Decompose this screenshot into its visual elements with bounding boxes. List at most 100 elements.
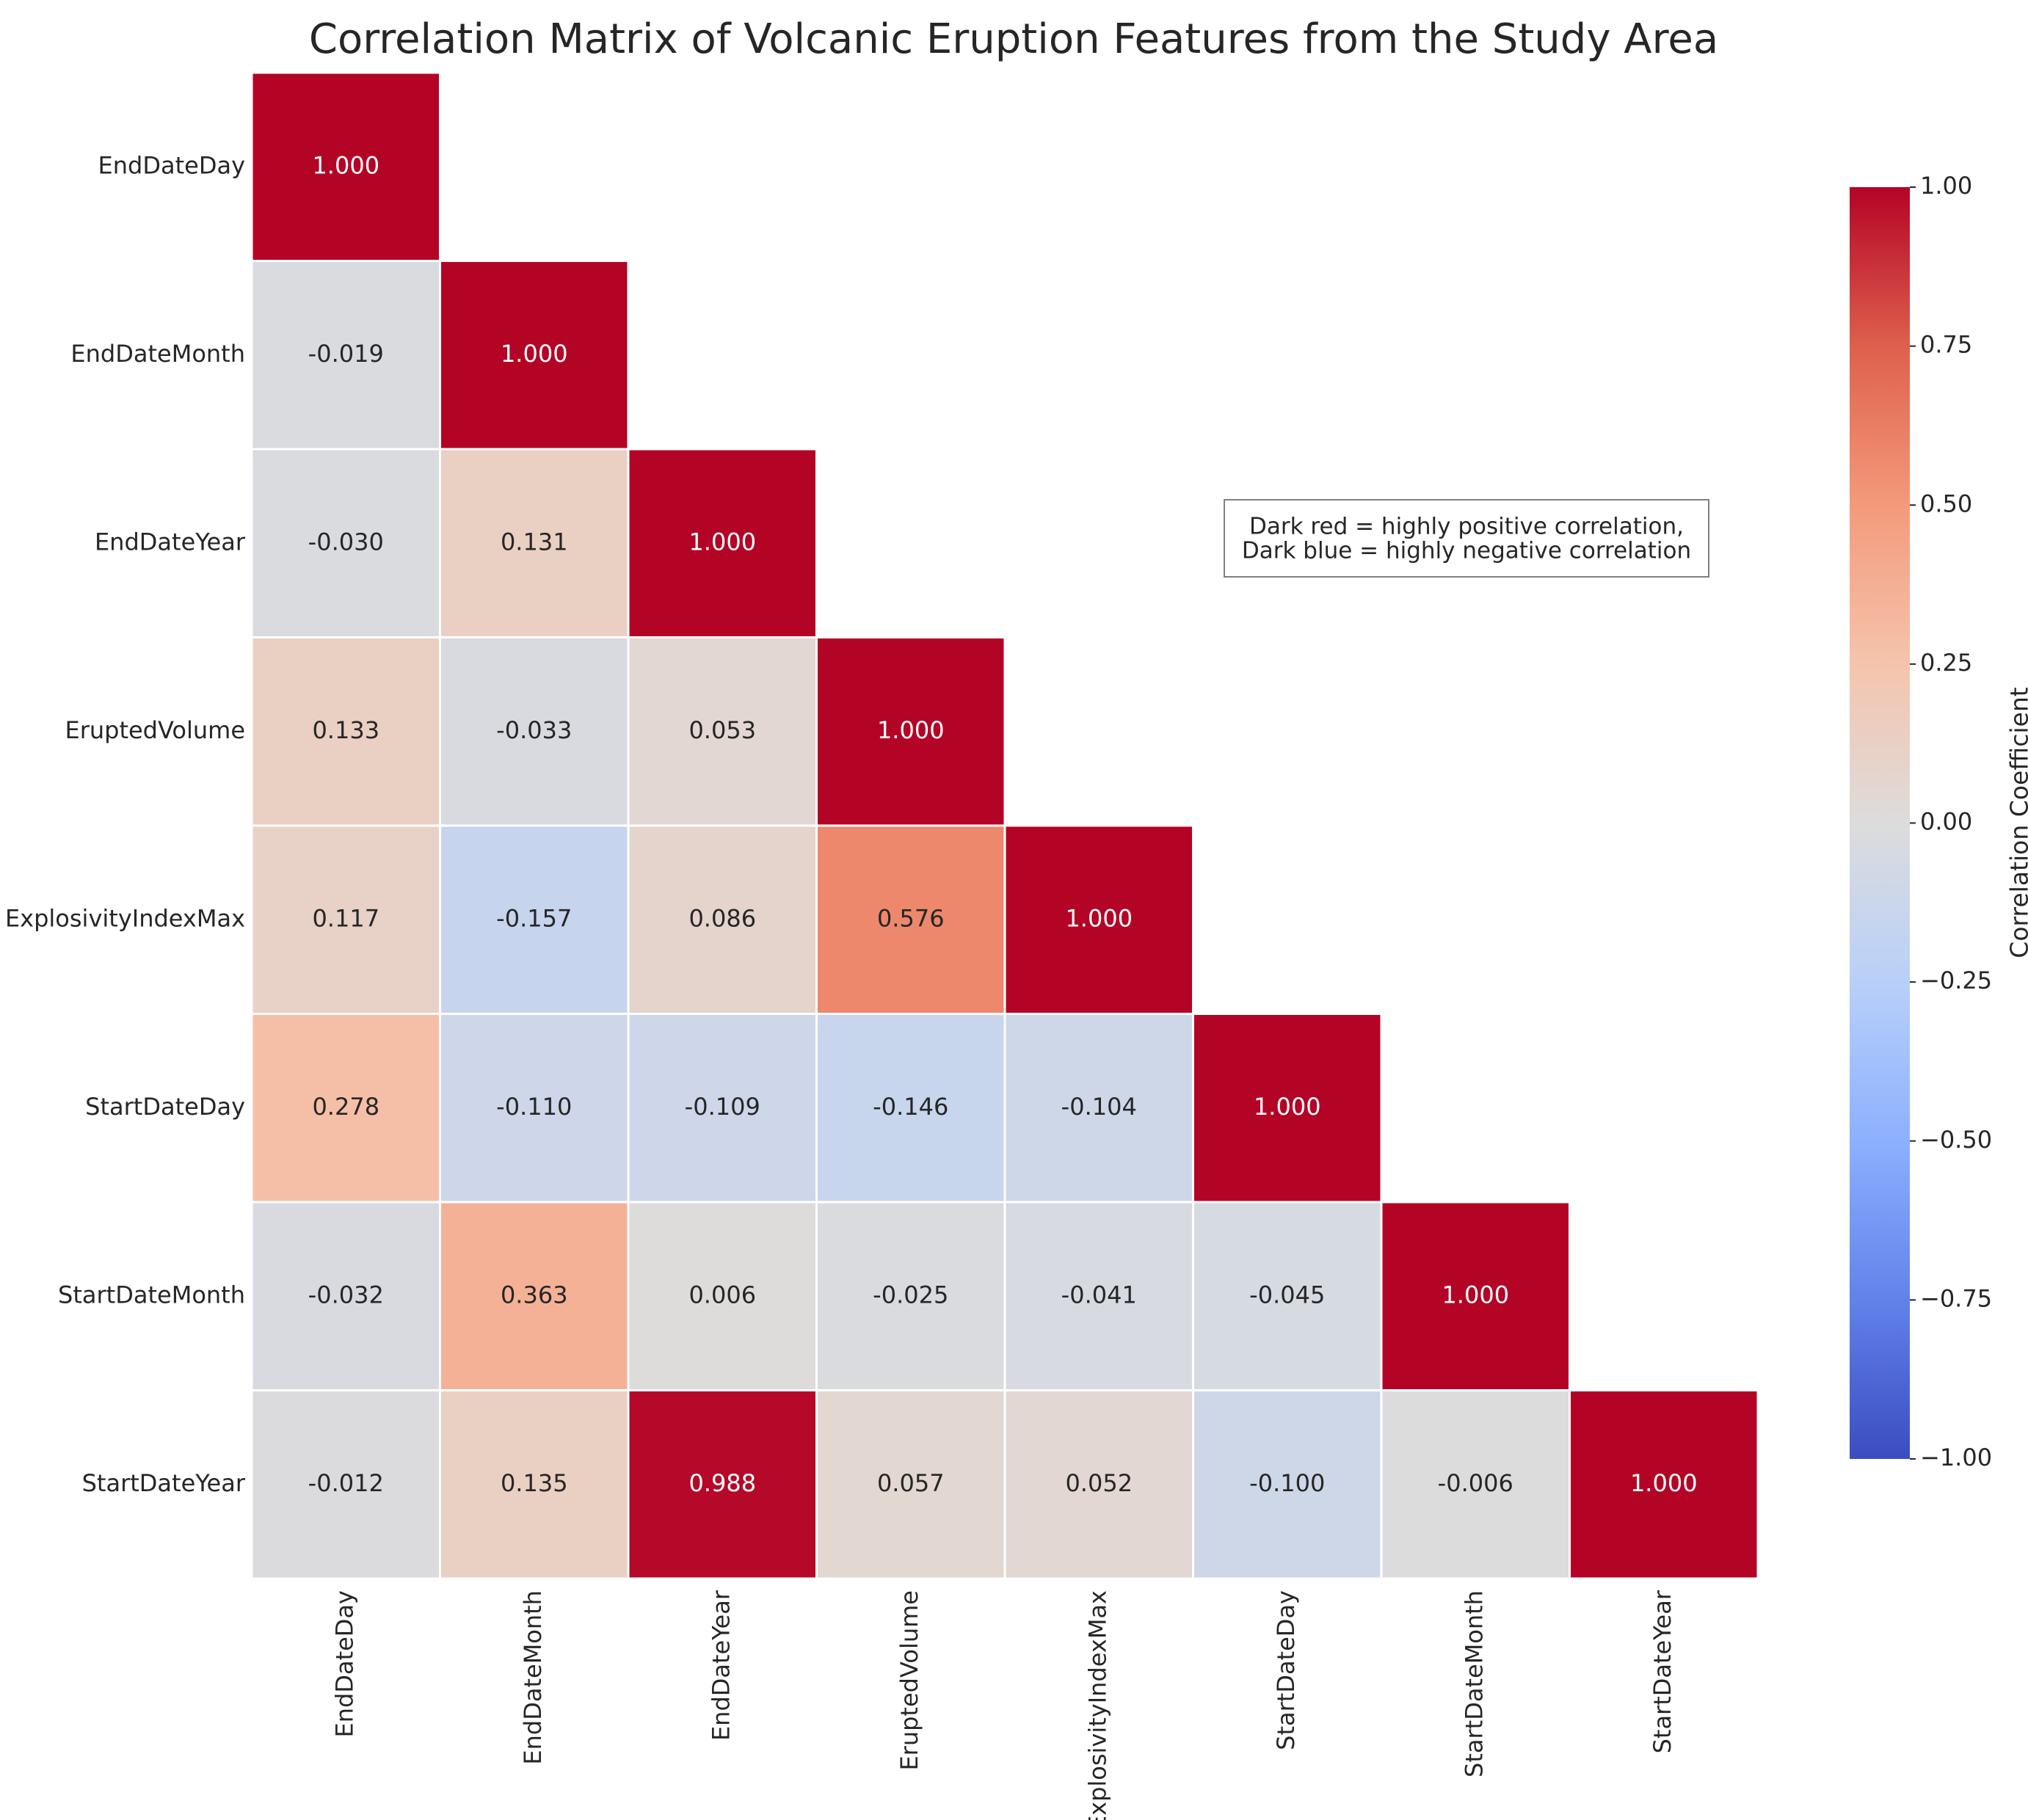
heatmap-cell-value: 0.086 [688, 904, 756, 932]
heatmap-cell-rect [439, 636, 630, 827]
heatmap-cell: 1.000 [1003, 824, 1194, 1015]
heatmap-cell: 0.576 [815, 824, 1006, 1015]
chart-title: Correlation Matrix of Volcanic Eruption … [309, 15, 1718, 63]
heatmap-cell: 0.131 [439, 448, 630, 638]
heatmap-cell-rect [1380, 1389, 1571, 1580]
heatmap-cell-rect [250, 71, 441, 262]
colorbar-tick-label: −1.00 [1920, 1444, 1992, 1471]
heatmap-cell: -0.012 [250, 1389, 441, 1580]
heatmap-cell-value: 1.000 [501, 340, 568, 368]
y-tick-label: StartDateMonth [58, 1281, 245, 1308]
heatmap-cell: -0.025 [815, 1201, 1006, 1391]
heatmap-cell: 0.053 [627, 636, 818, 827]
heatmap-cell: -0.104 [1003, 1013, 1194, 1204]
annotation-line-2: Dark blue = highly negative correlation [1242, 538, 1691, 564]
heatmap-cell-value: 0.117 [312, 904, 379, 932]
heatmap-cell-value: -0.006 [1438, 1469, 1513, 1497]
heatmap-cell: 1.000 [250, 71, 441, 262]
heatmap-cell-rect [627, 824, 818, 1015]
x-tick-label: ExplosivityIndexMax [1083, 1590, 1111, 1820]
colorbar-tick-label: 0.75 [1920, 331, 1972, 359]
heatmap-cell-value: -0.041 [1061, 1281, 1137, 1308]
heatmap-cell: 1.000 [815, 636, 1006, 827]
heatmap-cell-rect [439, 448, 630, 638]
heatmap-cell-rect [815, 824, 1006, 1015]
heatmap-cell-value: 0.135 [501, 1469, 568, 1497]
colorbar-ticks: 1.00 0.75 0.50 0.25 0.00 −0.25 −0.50 −0.75 −1.00 [1910, 172, 1992, 1471]
heatmap-cell: 0.057 [815, 1389, 1006, 1580]
x-tick-label: EndDateYear [707, 1590, 735, 1741]
heatmap-cell: 0.988 [627, 1389, 818, 1580]
heatmap-cell-value: 1.000 [1630, 1469, 1698, 1497]
heatmap-cell: 0.006 [627, 1201, 818, 1391]
heatmap-cell-value: 1.000 [1065, 904, 1133, 932]
heatmap-cell: -0.006 [1380, 1389, 1571, 1580]
heatmap-cell: -0.100 [1192, 1389, 1383, 1580]
colorbar-tick-label: 0.00 [1920, 808, 1972, 836]
colorbar-tick-label: 1.00 [1920, 172, 1972, 200]
y-axis-tick-labels: EndDateDay EndDateMonth EndDateYear Erupted… [5, 151, 246, 1497]
heatmap-cell-value: 0.278 [312, 1093, 379, 1121]
colorbar: 1.00 0.75 0.50 0.25 0.00 −0.25 −0.50 −0.75 −1.00… [1850, 172, 2028, 1471]
x-tick-label: StartDateDay [1272, 1590, 1300, 1750]
heatmap-cell: -0.157 [439, 824, 630, 1015]
colorbar-tick-label: 0.25 [1920, 649, 1972, 677]
heatmap-cell: 1.000 [1192, 1013, 1383, 1204]
y-tick-label: StartDateDay [85, 1093, 245, 1121]
y-tick-label: ExplosivityIndexMax [5, 904, 245, 932]
heatmap-cell-rect [1192, 1389, 1383, 1580]
heatmap-cell-value: -0.033 [496, 716, 572, 744]
heatmap-cell: 0.133 [250, 636, 441, 827]
heatmap-cell-value: 0.053 [688, 716, 756, 744]
heatmap-cell-rect [1569, 1389, 1759, 1580]
heatmap-cell-rect [815, 1201, 1006, 1391]
heatmap-cell-value: -0.025 [873, 1281, 948, 1308]
y-tick-label: EndDateDay [98, 151, 245, 179]
heatmap-cell-value: 0.131 [501, 528, 568, 556]
colorbar-tick-label: −0.75 [1920, 1284, 1992, 1312]
heatmap-cell: 1.000 [627, 448, 818, 638]
heatmap-cell-rect [250, 1013, 441, 1204]
heatmap-cell-value: 1.000 [1442, 1281, 1509, 1308]
x-tick-label: StartDateYear [1649, 1590, 1676, 1753]
heatmap-cell-value: 0.133 [312, 716, 379, 744]
heatmap-cell-value: 1.000 [877, 716, 945, 744]
heatmap-cell: -0.109 [627, 1013, 818, 1204]
heatmap-cell-rect [439, 1201, 630, 1391]
heatmap-cell: 0.086 [627, 824, 818, 1015]
y-tick-label: StartDateYear [82, 1469, 246, 1497]
heatmap-cell-value: -0.030 [308, 528, 384, 556]
colorbar-tick-label: −0.25 [1920, 967, 1992, 994]
heatmap-cell-value: -0.045 [1249, 1281, 1325, 1308]
heatmap-cell: -0.019 [250, 260, 441, 451]
heatmap-cell: 1.000 [1569, 1389, 1759, 1580]
heatmap-cell-rect [250, 1389, 441, 1580]
heatmap-cell: -0.030 [250, 448, 441, 638]
annotation-line-1: Dark red = highly positive correlation, [1249, 514, 1684, 540]
x-tick-label: StartDateMonth [1460, 1590, 1488, 1777]
heatmap-cell-rect [627, 1389, 818, 1580]
colorbar-gradient [1850, 187, 1910, 1459]
heatmap-cell-value: 0.363 [501, 1281, 568, 1308]
heatmap-cell-rect [1003, 1013, 1194, 1204]
heatmap-cell-rect [1192, 1013, 1383, 1204]
heatmap-cell-value: 0.576 [877, 904, 945, 932]
heatmap-cell-rect [439, 824, 630, 1015]
heatmap-cell-value: 1.000 [1254, 1093, 1321, 1121]
heatmap-cell-value: -0.110 [496, 1093, 572, 1121]
heatmap-cell-rect [815, 1013, 1006, 1204]
heatmap-cell-value: 0.052 [1065, 1469, 1133, 1497]
heatmap-cell: -0.045 [1192, 1201, 1383, 1391]
annotation-frame [1224, 499, 1709, 578]
heatmap-cell: 0.135 [439, 1389, 630, 1580]
colorbar-tick-label: 0.50 [1920, 489, 1972, 517]
heatmap-cell-rect [250, 260, 441, 451]
heatmap-cell: 0.117 [250, 824, 441, 1015]
heatmap-cell-value: -0.019 [308, 340, 384, 368]
heatmap-cell-value: -0.157 [496, 904, 572, 932]
heatmap-cell: 0.278 [250, 1013, 441, 1204]
x-tick-label: EndDateDay [330, 1590, 358, 1737]
y-tick-label: EruptedVolume [65, 716, 245, 744]
heatmap-cell-rect [815, 636, 1006, 827]
heatmap-cell: -0.033 [439, 636, 630, 827]
